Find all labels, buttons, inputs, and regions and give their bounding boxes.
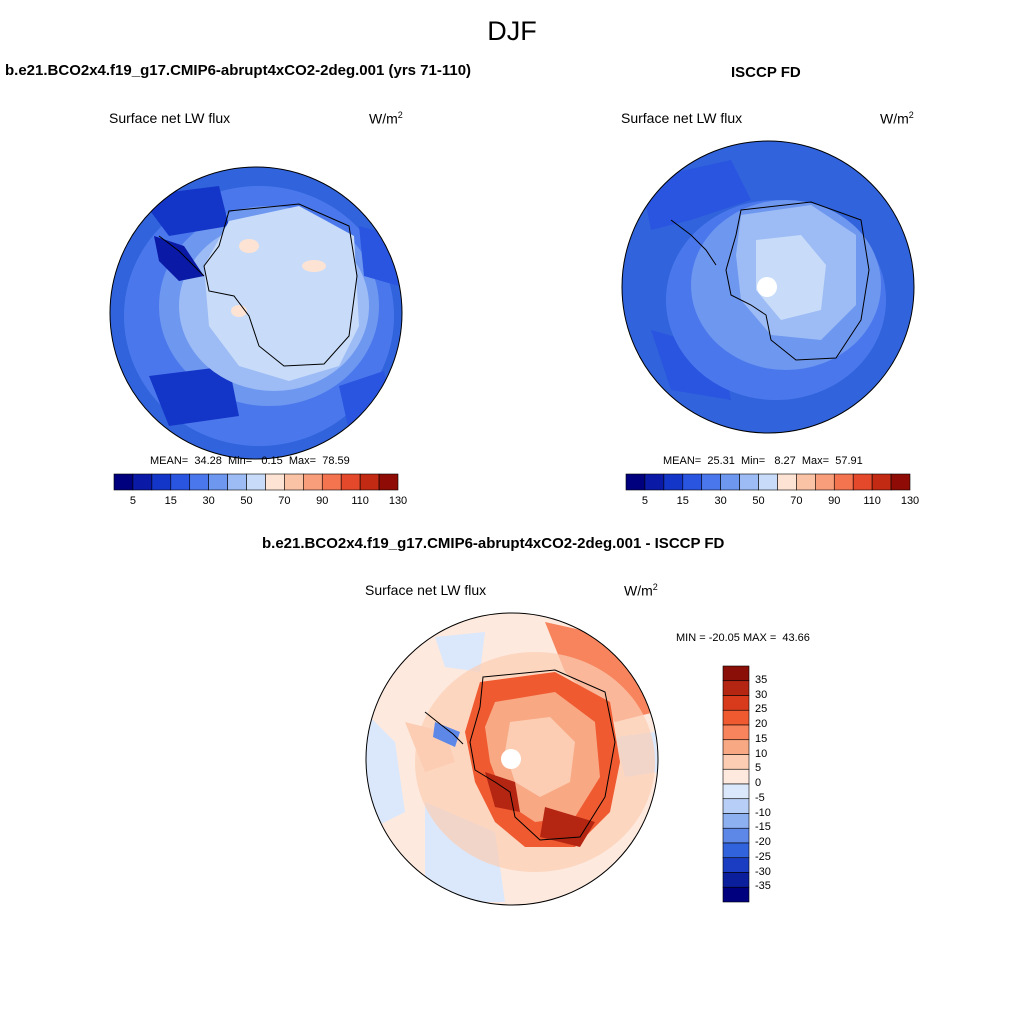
colorbar-swatch [722, 872, 750, 888]
colorbar-tick-label: 110 [863, 495, 881, 507]
colorbar-tick-label: -15 [755, 821, 771, 834]
colorbar-tick-label: 25 [755, 703, 768, 716]
difference-units-label: W/m2 [624, 582, 658, 599]
colorbar-tick-label: 110 [351, 495, 369, 507]
colorbar-swatch [284, 473, 304, 491]
left-units-label: W/m2 [369, 110, 403, 127]
colorbar-tick-label: 70 [790, 495, 803, 507]
colorbar-swatch [815, 473, 835, 491]
colorbar-tick-label: 90 [316, 495, 329, 507]
colorbar-tick-label: 15 [676, 495, 689, 507]
left-colorbar [113, 473, 399, 491]
difference-colorbar-ticks: 35 30 25 20 15 10 5 0 -5 -10 -15 -20 -25 -30 -35 [755, 666, 795, 902]
colorbar-swatch [359, 473, 380, 491]
difference-minmax: MIN = -20.05 MAX = 43.66 [676, 632, 810, 644]
colorbar-tick-label: -30 [755, 865, 771, 878]
colorbar-tick-label: 5 [129, 495, 136, 507]
right-map [621, 140, 915, 434]
colorbar-swatch [246, 473, 266, 491]
colorbar-swatch [833, 473, 854, 491]
colorbar-swatch [722, 709, 750, 726]
colorbar-swatch [189, 473, 209, 491]
colorbar-tick-label: 15 [755, 732, 768, 745]
colorbar-swatch [722, 886, 750, 903]
colorbar-swatch [852, 473, 873, 491]
colorbar-swatch [682, 473, 703, 491]
colorbar-tick-label: 0 [755, 777, 762, 789]
colorbar-tick-label: 15 [164, 495, 177, 507]
colorbar-tick-label: 30 [714, 495, 727, 507]
right-colorbar [625, 473, 911, 491]
colorbar-tick-label: 30 [202, 495, 215, 507]
colorbar-tick-label: 10 [755, 747, 768, 760]
right-panel-title: ISCCP FD [731, 64, 801, 81]
colorbar-swatch [890, 473, 911, 491]
left-panel-title: b.e21.BCO2x4.f19_g17.CMIP6-abrupt4xCO2-2… [5, 62, 472, 79]
colorbar-tick-label: 35 [755, 673, 768, 686]
colorbar-tick-label: -10 [755, 806, 771, 819]
colorbar-swatch [663, 473, 684, 491]
colorbar-tick-label: 5 [755, 762, 762, 775]
colorbar-swatch [777, 473, 797, 491]
colorbar-swatch [722, 739, 750, 755]
colorbar-swatch [132, 473, 153, 491]
colorbar-swatch [796, 473, 816, 491]
right-colorbar-ticks: 5 15 30 50 70 90 110 130 [626, 495, 919, 509]
difference-colorbar [722, 665, 750, 903]
difference-map [365, 612, 659, 906]
left-colorbar-ticks: 5 15 30 50 70 90 110 130 [114, 495, 407, 509]
left-map [109, 166, 403, 460]
colorbar-swatch [625, 473, 646, 491]
colorbar-tick-label: -25 [755, 850, 771, 863]
colorbar-swatch [722, 754, 750, 770]
colorbar-swatch [340, 473, 361, 491]
colorbar-tick-label: 130 [388, 495, 408, 507]
colorbar-tick-label: -20 [755, 836, 771, 848]
colorbar-tick-label: 90 [828, 495, 841, 507]
colorbar-swatch [722, 813, 750, 829]
difference-panel-title: b.e21.BCO2x4.f19_g17.CMIP6-abrupt4xCO2-2… [262, 535, 725, 552]
colorbar-swatch [208, 473, 228, 491]
colorbar-swatch [720, 473, 740, 491]
colorbar-tick-label: 130 [900, 495, 920, 507]
colorbar-swatch [113, 473, 134, 491]
colorbar-tick-label: 30 [755, 688, 768, 701]
colorbar-tick-label: 20 [755, 718, 768, 730]
colorbar-swatch [227, 473, 247, 491]
colorbar-swatch [722, 798, 750, 814]
colorbar-swatch [170, 473, 191, 491]
colorbar-swatch [265, 473, 285, 491]
left-stats: MEAN= 34.28 Min= 0.15 Max= 78.59 [150, 455, 350, 467]
right-variable-label: Surface net LW flux [621, 110, 743, 126]
colorbar-swatch [722, 665, 750, 682]
colorbar-swatch [722, 783, 750, 800]
colorbar-swatch [701, 473, 721, 491]
right-units-label: W/m2 [880, 110, 914, 127]
main-title: DJF [487, 16, 537, 46]
colorbar-swatch [722, 857, 750, 873]
colorbar-swatch [739, 473, 759, 491]
colorbar-swatch [644, 473, 665, 491]
colorbar-tick-label: 50 [240, 495, 253, 507]
colorbar-tick-label: 5 [641, 495, 648, 507]
colorbar-tick-label: -35 [755, 880, 771, 893]
colorbar-swatch [303, 473, 323, 491]
colorbar-swatch [722, 827, 750, 844]
colorbar-swatch [758, 473, 778, 491]
colorbar-swatch [378, 473, 399, 491]
colorbar-swatch [722, 695, 750, 711]
colorbar-tick-label: 70 [278, 495, 291, 507]
colorbar-tick-label: 50 [752, 495, 765, 507]
difference-variable-label: Surface net LW flux [365, 582, 487, 598]
colorbar-swatch [321, 473, 342, 491]
colorbar-swatch [722, 768, 750, 785]
right-stats: MEAN= 25.31 Min= 8.27 Max= 57.91 [663, 455, 863, 467]
colorbar-swatch [722, 680, 750, 696]
colorbar-tick-label: -5 [755, 791, 765, 804]
colorbar-swatch [722, 842, 750, 859]
colorbar-swatch [871, 473, 892, 491]
left-variable-label: Surface net LW flux [109, 110, 231, 126]
colorbar-swatch [151, 473, 172, 491]
colorbar-swatch [722, 724, 750, 741]
